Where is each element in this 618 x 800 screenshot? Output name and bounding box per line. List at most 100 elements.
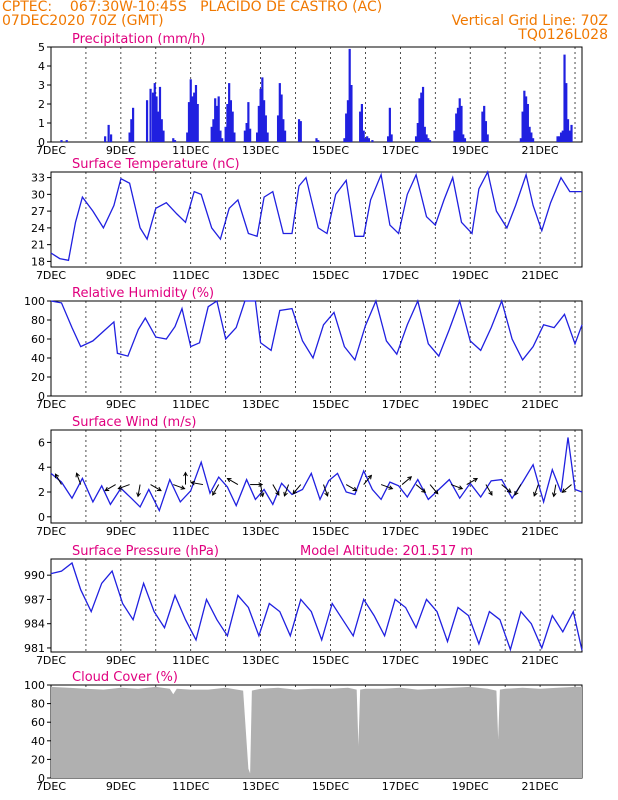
cloud-cover-area (51, 686, 582, 778)
precip-bar (346, 100, 350, 142)
y-tick-label: 27 (31, 205, 45, 218)
wind-arrow (450, 484, 464, 490)
panel-title: Precipitation (mm/h) (72, 32, 205, 47)
wind-arrow (466, 478, 479, 485)
precip-bar (563, 54, 566, 142)
header-line1: CPTEC: 067:30W-10:45S PLACIDO DE CASTRO … (2, 0, 383, 15)
x-tick-label: 15DEC (312, 144, 349, 157)
wind-arrow-head (421, 488, 427, 493)
wind-arrow (501, 484, 512, 493)
x-tick-label: 21DEC (522, 780, 559, 793)
precip-bar (172, 138, 175, 142)
wind-arrow (561, 484, 572, 493)
wind-arrow-head (561, 488, 567, 493)
precip-bar (531, 138, 535, 142)
precip-bar (151, 92, 155, 142)
wind-arrow-head (259, 492, 265, 498)
precip-bar (157, 111, 160, 142)
x-tick-label: 21DEC (522, 144, 559, 157)
x-tick-label: 19DEC (452, 780, 489, 793)
y-tick-label: 100 (24, 295, 45, 308)
x-tick-label: 15DEC (312, 525, 349, 538)
wind-arrow-head (352, 486, 358, 492)
y-tick-label: 21 (31, 239, 45, 252)
precip-bar (455, 113, 458, 142)
precip-bar (348, 48, 351, 142)
wind-arrow (415, 484, 427, 493)
wind-arrow-head (458, 485, 464, 490)
precip-bar (416, 123, 419, 142)
precip-bar (107, 124, 110, 142)
wind-arrow (283, 484, 290, 497)
x-tick-label: 11DEC (172, 780, 209, 793)
wind-arrow-shaft (283, 484, 290, 497)
y-tick-label: 60 (31, 333, 45, 346)
x-tick-label: 7DEC (36, 525, 66, 538)
wind-arrow-shaft (212, 484, 220, 496)
precip-bar (65, 140, 68, 142)
precip-bar (453, 130, 456, 142)
precip-bar (229, 100, 233, 142)
wind-arrow (259, 484, 265, 498)
precip-bar (565, 83, 568, 142)
wind-arrow-head (488, 490, 493, 496)
y-tick-label: 1 (38, 117, 45, 130)
precip-bar (387, 136, 390, 142)
precip-bar (261, 77, 264, 142)
precip-bar (243, 130, 246, 142)
precip-bar (158, 86, 162, 142)
y-tick-label: 0 (38, 390, 45, 403)
wind-arrow-head (156, 486, 162, 492)
wind-arrow-head (117, 485, 123, 490)
y-tick-label: 60 (31, 716, 45, 729)
precip-bar (149, 88, 152, 142)
wind-arrow-head (292, 489, 297, 495)
wind-arrow-shaft (292, 484, 302, 495)
plot-frame (50, 429, 583, 524)
wind-arrow (380, 484, 394, 490)
precip-bar (256, 132, 259, 142)
y-tick-label: 20 (31, 753, 45, 766)
x-tick-label: 19DEC (452, 654, 489, 667)
x-tick-label: 7DEC (36, 654, 66, 667)
precip-bar (249, 128, 252, 142)
precip-bar (60, 140, 63, 142)
y-tick-label: 18 (31, 255, 45, 268)
wind-arrow (75, 472, 82, 485)
y-tick-label: 20 (31, 371, 45, 384)
x-tick-label: 11DEC (172, 398, 209, 411)
wind-arrow-shaft (227, 478, 239, 485)
precip-bar (526, 104, 529, 142)
wind-arrow-shaft (450, 484, 463, 490)
wind-arrow-shaft (104, 484, 116, 491)
precip-bar (462, 134, 465, 142)
precip-bar (343, 138, 346, 142)
precip-bar (131, 107, 135, 142)
y-tick-label: 0 (38, 136, 45, 149)
x-tick-label: 13DEC (242, 144, 279, 157)
x-tick-label: 17DEC (382, 525, 419, 538)
x-tick-label: 21DEC (522, 269, 559, 282)
precip-bar (214, 98, 217, 142)
panel-0: 0 1 2 3 4 5 7DEC 9DEC 11DEC 13DEC 15DEC 17DEC 19DEC 2… (36, 32, 583, 157)
precip-bar (276, 115, 280, 142)
y-tick-label: 984 (24, 618, 45, 631)
precip-bar (266, 132, 269, 142)
wind-arrow (551, 484, 557, 498)
wind-arrow-head (367, 474, 373, 480)
wind-arrow (136, 484, 141, 498)
x-tick-label: 13DEC (242, 654, 279, 667)
wind-arrow-shaft (191, 481, 204, 486)
y-tick-label: 3 (38, 79, 45, 92)
y-tick-label: 80 (31, 314, 45, 327)
wind-arrow-shaft (55, 473, 62, 485)
wind-arrow-head (514, 490, 519, 496)
wind-arrow (150, 484, 162, 492)
precip-bar (191, 96, 194, 142)
precip-bar (558, 136, 561, 142)
precip-bar (350, 85, 353, 142)
wind-arrow-shaft (501, 484, 512, 493)
wind-arrow-head (407, 476, 413, 481)
wind-arrow (173, 484, 186, 490)
wind-arrow-shaft (150, 484, 162, 491)
